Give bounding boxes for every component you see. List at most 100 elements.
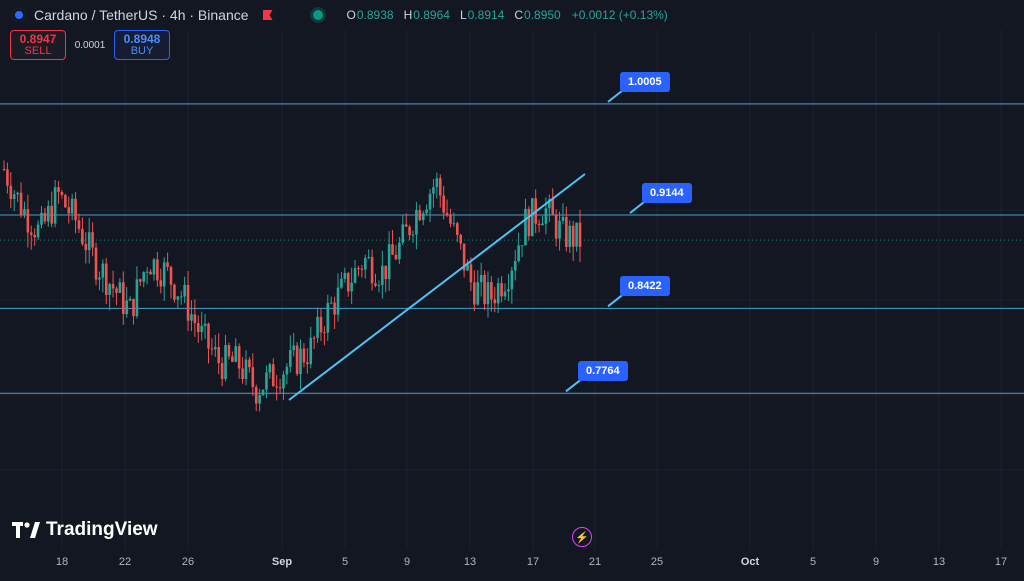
spread-value: 0.0001: [74, 39, 106, 51]
candle-body: [94, 247, 98, 280]
label-connector: [607, 90, 623, 103]
tradingview-logo[interactable]: TradingView: [12, 519, 158, 541]
cardano-logo-icon: [12, 8, 26, 22]
candle-body: [40, 212, 43, 225]
candle-body: [401, 224, 405, 243]
x-tick-label: 13: [932, 556, 946, 568]
x-tick-label: 21: [588, 556, 602, 568]
candle-body: [125, 300, 128, 315]
candle-body: [26, 209, 30, 233]
chart-header: Cardano / TetherUS · 4h · Binance O0.893…: [0, 0, 1024, 30]
candle-body: [343, 272, 347, 279]
candle-body: [258, 395, 261, 404]
candle-body: [295, 345, 299, 375]
candle-body: [156, 259, 159, 281]
candle-body: [384, 265, 388, 280]
price-label[interactable]: 1.0005: [620, 71, 670, 92]
candle-body: [302, 348, 306, 363]
time-axis[interactable]: 18 22 26 Sep 5 9 13 17 21 25 Oct 5 9 13 17: [0, 552, 1024, 576]
candle-body: [159, 280, 163, 287]
candle-body: [149, 271, 152, 275]
candle-body: [173, 284, 176, 300]
candle-body: [142, 272, 146, 282]
candle-body: [227, 345, 231, 357]
candle-body: [578, 222, 582, 247]
candle-body: [544, 208, 548, 224]
candle-body: [47, 205, 50, 222]
candle-body: [333, 302, 336, 315]
buy-button[interactable]: 0.8948 BUY: [114, 30, 170, 60]
candle-body: [306, 362, 309, 365]
candle-body: [190, 314, 193, 321]
candle-body: [29, 232, 33, 235]
x-tick-label: 18: [55, 556, 69, 568]
candle-body: [530, 198, 534, 237]
candle-body: [363, 257, 367, 270]
candle-body: [336, 287, 340, 315]
candle-body: [53, 187, 57, 224]
x-tick-label: 9: [403, 556, 411, 568]
candle-body: [292, 345, 296, 351]
candle-body: [357, 268, 360, 270]
candle-body: [19, 192, 23, 216]
candle-body: [473, 282, 476, 305]
candle-body: [121, 282, 125, 315]
candle-body: [469, 264, 473, 283]
candle-body: [64, 195, 67, 208]
candle-body: [520, 245, 524, 247]
candle-body: [507, 289, 510, 292]
candle-body: [554, 214, 558, 239]
candle-body: [438, 178, 442, 196]
flag-icon[interactable]: [262, 10, 273, 20]
candle-body: [524, 208, 527, 246]
candle-body: [108, 284, 111, 295]
candle-body: [217, 347, 221, 364]
candle-body: [196, 323, 200, 333]
candle-body: [214, 347, 217, 350]
candle-body: [510, 270, 514, 290]
x-tick-label: 13: [463, 556, 477, 568]
candle-body: [387, 244, 391, 280]
candle-body: [224, 345, 227, 380]
price-label[interactable]: 0.7764: [578, 361, 628, 382]
candle-body: [285, 366, 289, 375]
candle-body: [299, 348, 302, 375]
ohlc-change: +0.0012 (+0.13%): [571, 8, 668, 22]
candle-body: [33, 234, 36, 238]
symbol-title[interactable]: Cardano / TetherUS · 4h · Binance: [34, 7, 249, 23]
candle-body: [193, 314, 197, 324]
candle-body: [466, 264, 469, 271]
candle-body: [340, 278, 343, 288]
candle-body: [268, 364, 272, 373]
candle-body: [435, 178, 439, 188]
candle-body: [496, 283, 500, 304]
ohlc-open: O0.8938: [346, 8, 394, 22]
candle-body: [462, 243, 466, 271]
sell-button[interactable]: 0.8947 SELL: [10, 30, 66, 60]
candle-body: [145, 271, 149, 273]
candle-body: [278, 387, 282, 389]
candle-body: [91, 232, 94, 248]
market-status-icon[interactable]: [312, 10, 323, 20]
ohlc-low: L0.8914: [459, 8, 505, 22]
x-tick-label: 25: [650, 556, 664, 568]
candle-body: [319, 316, 323, 333]
price-label[interactable]: 0.9144: [642, 183, 692, 204]
candle-body: [207, 323, 210, 349]
candle-body: [377, 285, 381, 287]
candle-body: [571, 225, 575, 247]
candle-body: [23, 209, 26, 216]
lightning-icon[interactable]: ⚡: [572, 527, 592, 547]
candle-body: [404, 224, 408, 227]
candle-body: [179, 296, 183, 298]
candle-body: [408, 226, 411, 236]
candle-body: [353, 268, 357, 283]
candle-body: [118, 282, 122, 293]
candle-body: [244, 359, 248, 380]
candle-body: [220, 363, 224, 380]
candle-body: [394, 254, 398, 260]
x-tick-label: 22: [118, 556, 132, 568]
price-label[interactable]: 0.8422: [620, 276, 670, 297]
